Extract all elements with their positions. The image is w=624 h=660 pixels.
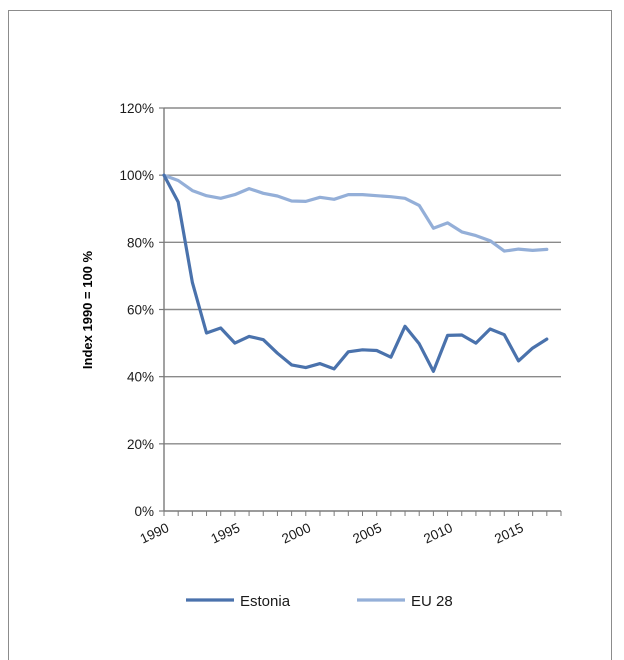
legend-label: EU 28 xyxy=(411,593,453,610)
y-tick-label: 20% xyxy=(127,437,154,452)
x-tick-labels: 1990 1995 2000 2005 2010 2015 xyxy=(138,520,526,546)
y-axis-label: Index 1990 = 100 % xyxy=(80,250,95,369)
x-tick-label: 1995 xyxy=(209,520,243,546)
legend: Estonia EU 28 xyxy=(186,593,453,610)
x-tick-label: 2000 xyxy=(279,520,313,546)
series-line-estonia xyxy=(162,173,549,373)
x-tick-label: 1990 xyxy=(138,520,172,546)
series-line-eu-28 xyxy=(162,173,549,253)
x-tick-label: 2010 xyxy=(421,520,455,546)
y-tick-label: 0% xyxy=(134,504,154,519)
y-tick-label: 100% xyxy=(119,168,154,183)
y-tick-label: 80% xyxy=(127,235,154,250)
legend-label: Estonia xyxy=(240,593,291,610)
y-tick-label: 120% xyxy=(119,101,154,116)
chart-frame xyxy=(8,10,612,660)
y-tick-label: 40% xyxy=(127,370,154,385)
x-tick-label: 2015 xyxy=(492,520,526,546)
gridlines xyxy=(164,107,561,445)
y-tick-label: 60% xyxy=(127,303,154,318)
y-tick-labels: 0% 20% 40% 60% 80% 100% 120% xyxy=(119,101,154,519)
x-tick-label: 2005 xyxy=(350,520,384,546)
series-lines xyxy=(162,173,549,373)
axes xyxy=(159,107,562,516)
